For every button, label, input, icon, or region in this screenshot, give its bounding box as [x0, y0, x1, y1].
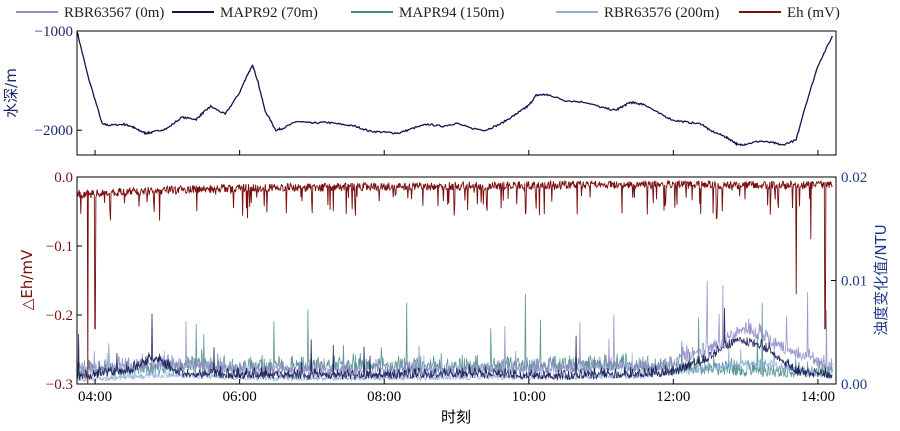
- eh-turbidity-plot-area: [76, 179, 833, 385]
- legend: RBR63567 (0m) MAPR92 (70m) MAPR94 (150m) RB…: [16, 5, 840, 21]
- time-x-tick-label: 10:00: [512, 389, 546, 405]
- turbidity-y-tick-label: 0.01: [841, 274, 867, 290]
- legend-item: MAPR92 (70m): [172, 5, 318, 21]
- eh-turbidity-panel: 0.0−0.1−0.2−0.3 0.020.010.00 04:00 06:00 0…: [18, 170, 890, 426]
- legend-label: MAPR94 (150m): [399, 5, 504, 21]
- eh-y-tick-label: 0.0: [54, 170, 73, 186]
- legend-item: RBR63567 (0m): [16, 5, 164, 21]
- depth-x-ticks: [94, 150, 819, 155]
- turbidity-series-line: [76, 307, 833, 382]
- legend-label: MAPR92 (70m): [220, 5, 318, 21]
- turbidity-series-line: [76, 294, 833, 379]
- depth-plot-area: [76, 31, 833, 147]
- eh-y-axis-title: △Eh/mV: [18, 249, 36, 310]
- turbidity-y-axis-title: 浊度变化值/NTU: [872, 224, 890, 335]
- turbidity-series-line: [76, 280, 833, 378]
- turbidity-y-axis: 0.02 0.01 0.00: [831, 170, 867, 393]
- depth-y-tick-label: −2000: [35, 123, 73, 139]
- time-x-tick-label: 04:00: [78, 389, 112, 405]
- turbidity-series-line: [76, 343, 833, 382]
- depth-panel-frame: [76, 30, 837, 156]
- depth-y-tick-label: −1000: [35, 24, 73, 40]
- legend-item: RBR63576 (200m): [556, 5, 719, 21]
- time-x-tick-label: 12:00: [656, 389, 690, 405]
- depth-line: [76, 31, 833, 147]
- eh-y-tick-label: −0.2: [46, 308, 73, 324]
- turbidity-y-tick-label: 0.00: [841, 377, 867, 393]
- legend-label: RBR63576 (200m): [604, 5, 719, 21]
- eh-y-tick-label: −0.3: [46, 377, 73, 393]
- depth-y-axis: −1000 −2000: [35, 24, 82, 139]
- legend-label: Eh (mV): [787, 5, 840, 21]
- time-x-tick-label: 08:00: [367, 389, 401, 405]
- legend-item: MAPR94 (150m): [351, 5, 504, 21]
- time-x-axis-title: 时刻: [441, 408, 471, 426]
- turbidity-y-tick-label: 0.02: [841, 170, 867, 186]
- depth-y-axis-title: 水深/m: [2, 68, 20, 118]
- eh-y-tick-label: −0.1: [46, 239, 73, 255]
- eh-y-axis: 0.0 −0.1 −0.2 −0.3: [46, 170, 82, 393]
- depth-panel: −1000 −2000 水深/m: [2, 24, 837, 156]
- eh-series-line: [76, 179, 833, 385]
- time-x-tick-label: 14:00: [801, 389, 835, 405]
- legend-label: RBR63567 (0m): [64, 5, 164, 21]
- legend-item: Eh (mV): [739, 5, 840, 21]
- time-x-tick-label: 06:00: [223, 389, 257, 405]
- time-x-axis: 04:00 06:00 08:00 10:00 12:00 14:00: [78, 379, 835, 405]
